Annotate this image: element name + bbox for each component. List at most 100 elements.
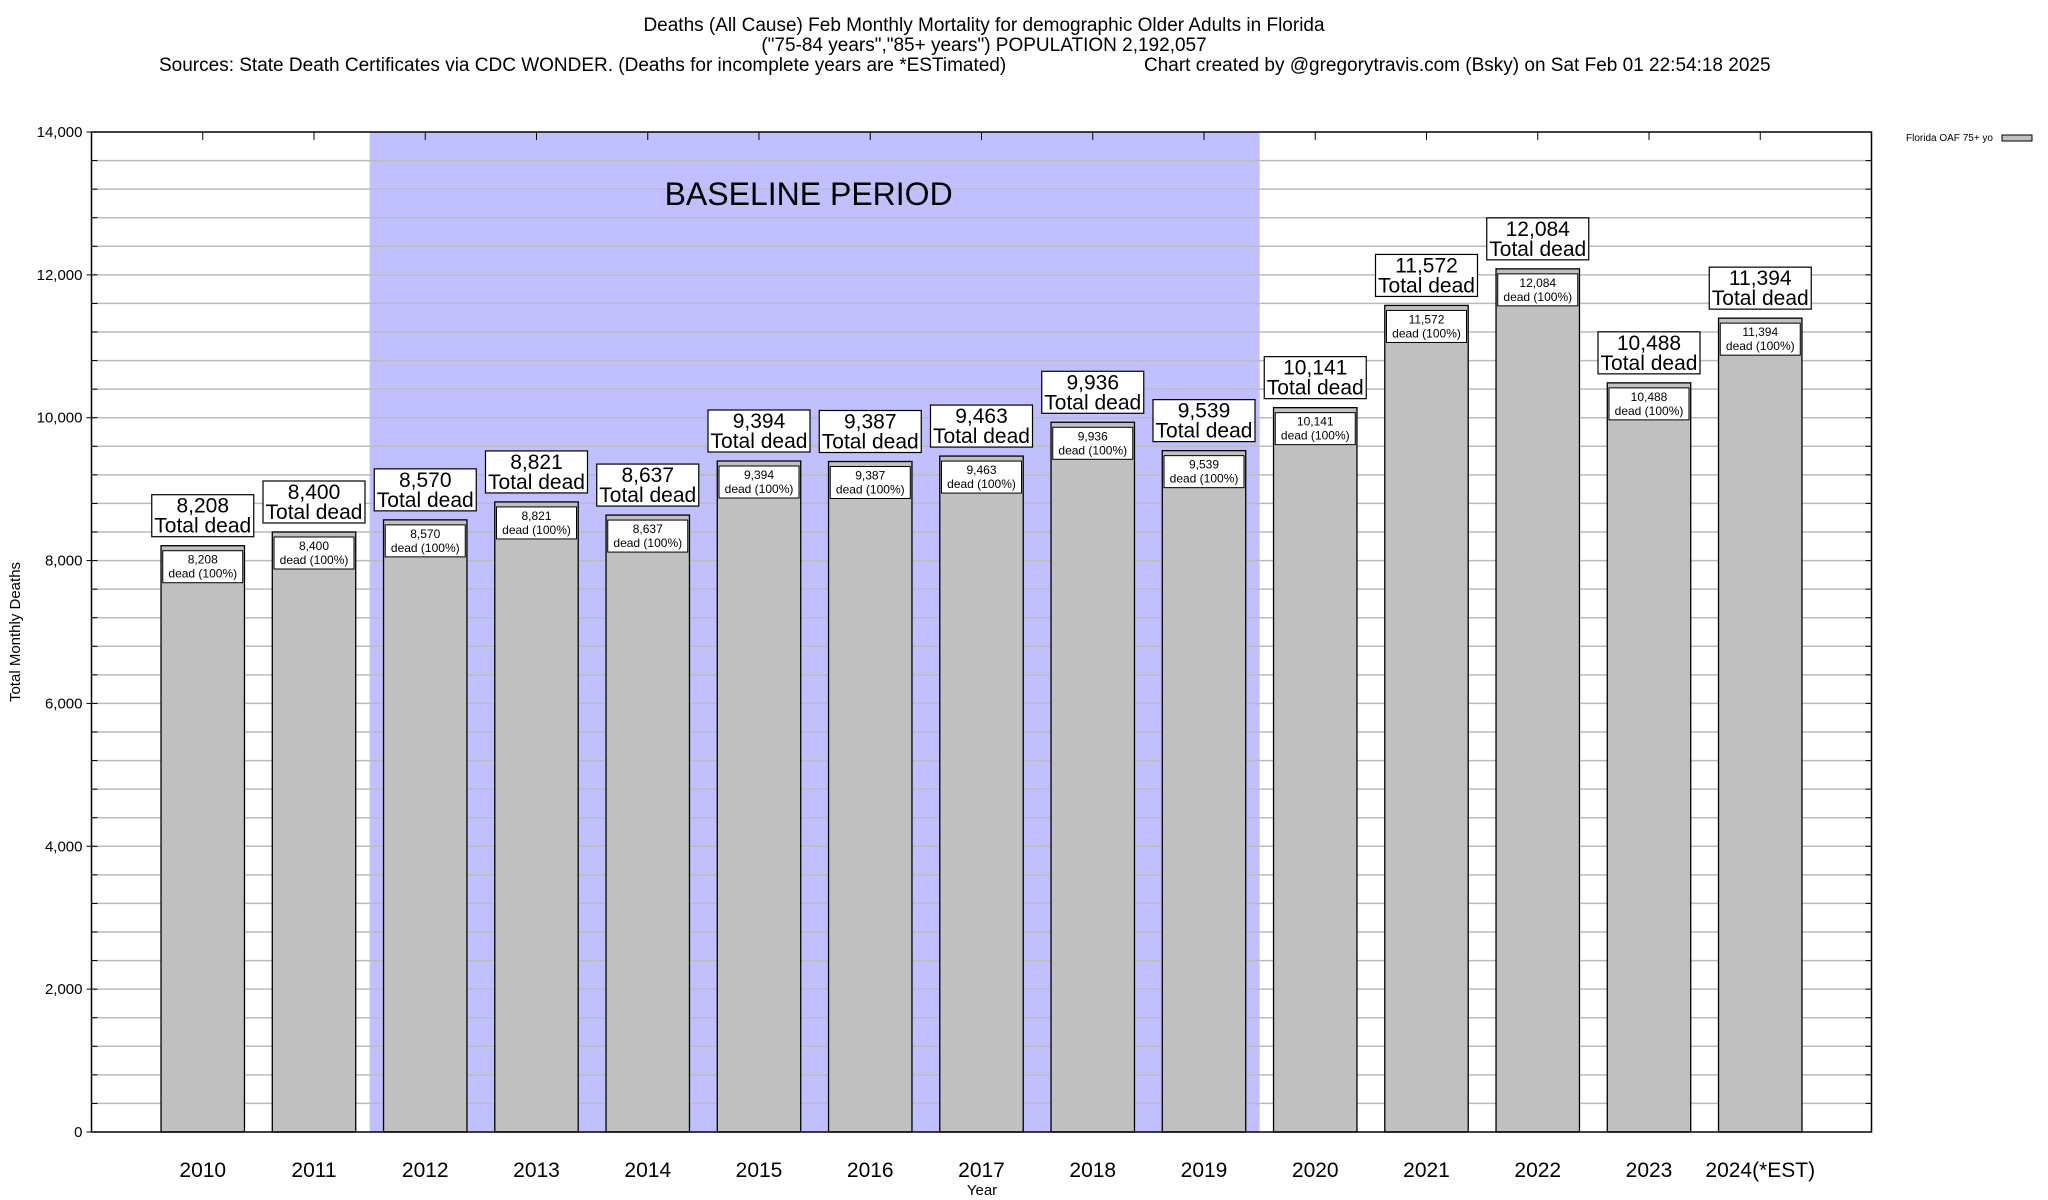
bar — [939, 455, 1024, 1133]
inner-percent-label: dead (100%) — [1615, 404, 1684, 418]
inner-label-box — [1608, 387, 1690, 421]
inner-value-label: 9,387 — [855, 469, 885, 483]
inner-label-box — [1274, 412, 1356, 446]
x-tick-label: 2022 — [1514, 1159, 1561, 1182]
inner-label-box — [1719, 322, 1801, 356]
top-value-label: 9,463 — [955, 405, 1008, 428]
bar — [716, 460, 802, 1133]
bar — [1495, 268, 1581, 1133]
inner-label-box — [1497, 273, 1579, 307]
top-value-label: 9,387 — [844, 411, 897, 434]
inner-percent-label: dead (100%) — [1392, 326, 1461, 340]
chart-credit: Chart created by @gregorytravis.com (Bsk… — [1144, 55, 1771, 76]
top-total-label: Total dead — [488, 471, 585, 494]
inner-label-box — [829, 466, 911, 499]
top-label-box — [929, 404, 1034, 448]
inner-label-box — [384, 524, 466, 558]
y-tick-label: 14,000 — [37, 124, 83, 141]
bar — [605, 514, 691, 1133]
top-total-label: Total dead — [711, 430, 808, 453]
top-total-label: Total dead — [599, 484, 696, 507]
inner-label-box — [718, 465, 800, 499]
inner-percent-label: dead (100%) — [168, 567, 237, 581]
plot-frame — [90, 131, 1873, 1133]
top-value-label: 9,936 — [1066, 371, 1119, 394]
top-label-box — [596, 463, 700, 507]
inner-value-label: 8,208 — [188, 553, 218, 567]
y-tick-label: 10,000 — [37, 410, 83, 427]
chart-sources: Sources: State Death Certificates via CD… — [159, 55, 1006, 76]
top-label-box — [1597, 331, 1701, 375]
inner-value-label: 8,821 — [521, 509, 551, 523]
chart-title-line-1: Deaths (All Cause) Feb Monthly Mortality… — [643, 15, 1325, 36]
inner-percent-label: dead (100%) — [836, 483, 905, 497]
x-tick-label: 2021 — [1403, 1159, 1450, 1182]
inner-value-label: 9,394 — [744, 468, 774, 482]
inner-value-label: 8,637 — [633, 522, 663, 536]
legend-label: Florida OAF 75+ yo — [1906, 133, 1993, 144]
plot-area: BASELINE PERIOD 0 2,000 4,000 6,000 8,000 10,0… — [37, 124, 1873, 1182]
top-total-label: Total dead — [933, 425, 1030, 448]
top-total-label: Total dead — [266, 501, 363, 524]
top-label-box — [262, 480, 366, 524]
x-tick-label: 2019 — [1181, 1159, 1228, 1182]
inner-percent-label: dead (100%) — [1281, 429, 1350, 443]
top-value-label: 8,637 — [621, 464, 674, 487]
inner-label-box — [607, 519, 689, 553]
top-label-box — [1263, 356, 1367, 400]
top-value-label: 9,539 — [1178, 400, 1231, 423]
inner-percent-label: dead (100%) — [947, 477, 1016, 491]
inner-percent-label: dead (100%) — [1058, 443, 1127, 457]
top-total-label: Total dead — [1267, 377, 1364, 400]
bar — [1717, 317, 1803, 1133]
inner-label-box — [1052, 426, 1134, 460]
top-total-label: Total dead — [377, 489, 474, 512]
top-value-label: 11,394 — [1729, 267, 1792, 290]
top-total-label: Total dead — [1156, 420, 1253, 443]
top-label-box — [1486, 217, 1590, 261]
top-label-box — [707, 409, 811, 453]
top-total-label: Total dead — [154, 515, 251, 538]
bar — [494, 501, 579, 1133]
inner-percent-label: dead (100%) — [613, 536, 682, 550]
top-label-box — [151, 494, 255, 538]
inner-percent-label: dead (100%) — [725, 482, 794, 496]
y-axis-label: Total Monthly Deaths — [7, 562, 24, 702]
y-tick-label: 0 — [74, 1124, 82, 1141]
inner-value-label: 11,394 — [1742, 325, 1778, 339]
bar — [1050, 421, 1136, 1133]
legend-swatch — [2001, 134, 2033, 142]
y-tick-label: 12,000 — [37, 267, 83, 284]
bar — [1384, 304, 1469, 1133]
inner-label-box — [941, 460, 1022, 494]
top-value-label: 8,400 — [288, 481, 341, 504]
top-value-label: 10,488 — [1617, 332, 1681, 355]
top-value-label: 8,821 — [510, 451, 563, 474]
chart-title-line-2: ("75-84 years","85+ years") POPULATION 2… — [761, 35, 1206, 56]
top-label-box — [373, 468, 477, 512]
bar — [1606, 382, 1692, 1133]
top-label-box — [1708, 266, 1812, 310]
x-axis-label: Year — [967, 1182, 997, 1199]
top-value-label: 12,084 — [1506, 218, 1571, 241]
top-label-box — [1374, 253, 1479, 298]
x-tick-label: 2024(*EST) — [1705, 1159, 1815, 1182]
top-label-box — [1041, 370, 1145, 414]
inner-label-box — [1386, 309, 1467, 343]
bar — [160, 545, 246, 1133]
x-tick-label: 2011 — [291, 1159, 336, 1182]
inner-label-box — [273, 536, 355, 570]
y-tick-label: 8,000 — [45, 553, 83, 570]
inner-percent-label: dead (100%) — [391, 541, 460, 555]
x-tick-label: 2013 — [513, 1159, 560, 1182]
inner-label-box — [496, 506, 577, 540]
inner-label-box — [1163, 455, 1245, 489]
inner-percent-label: dead (100%) — [280, 553, 349, 567]
top-label-box — [484, 450, 589, 494]
top-label-box — [818, 409, 922, 454]
bar — [827, 460, 913, 1133]
top-total-label: Total dead — [1601, 352, 1698, 375]
x-tick-label: 2020 — [1292, 1159, 1339, 1182]
inner-value-label: 8,570 — [410, 527, 440, 541]
